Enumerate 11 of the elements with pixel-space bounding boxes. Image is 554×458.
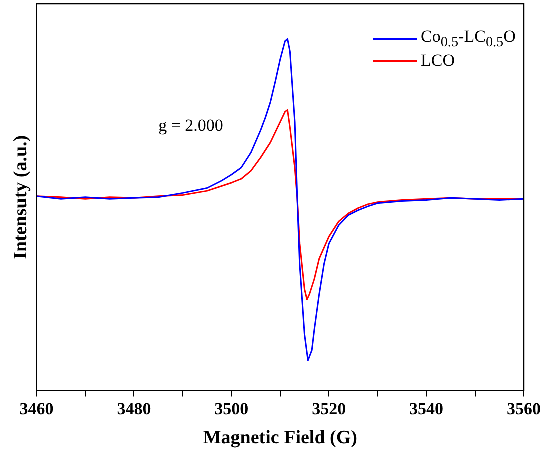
x-tick-label: 3520 — [312, 399, 346, 418]
x-tick-label: 3540 — [410, 399, 444, 418]
y-axis-title: Intensuty (a.u.) — [10, 135, 32, 260]
x-tick-label: 3560 — [507, 399, 541, 418]
legend-label: LCO — [421, 51, 455, 71]
x-tick-label: 3480 — [117, 399, 152, 418]
annotation: g = 2.000 — [158, 116, 224, 136]
x-tick-label: 3460 — [20, 399, 54, 418]
legend-label: Co$_{0.5}$-LC$_{0.5}$O — [421, 26, 516, 52]
x-axis-title: Magnetic Field (G) — [203, 428, 358, 449]
x-tick-label: 3500 — [214, 399, 249, 418]
